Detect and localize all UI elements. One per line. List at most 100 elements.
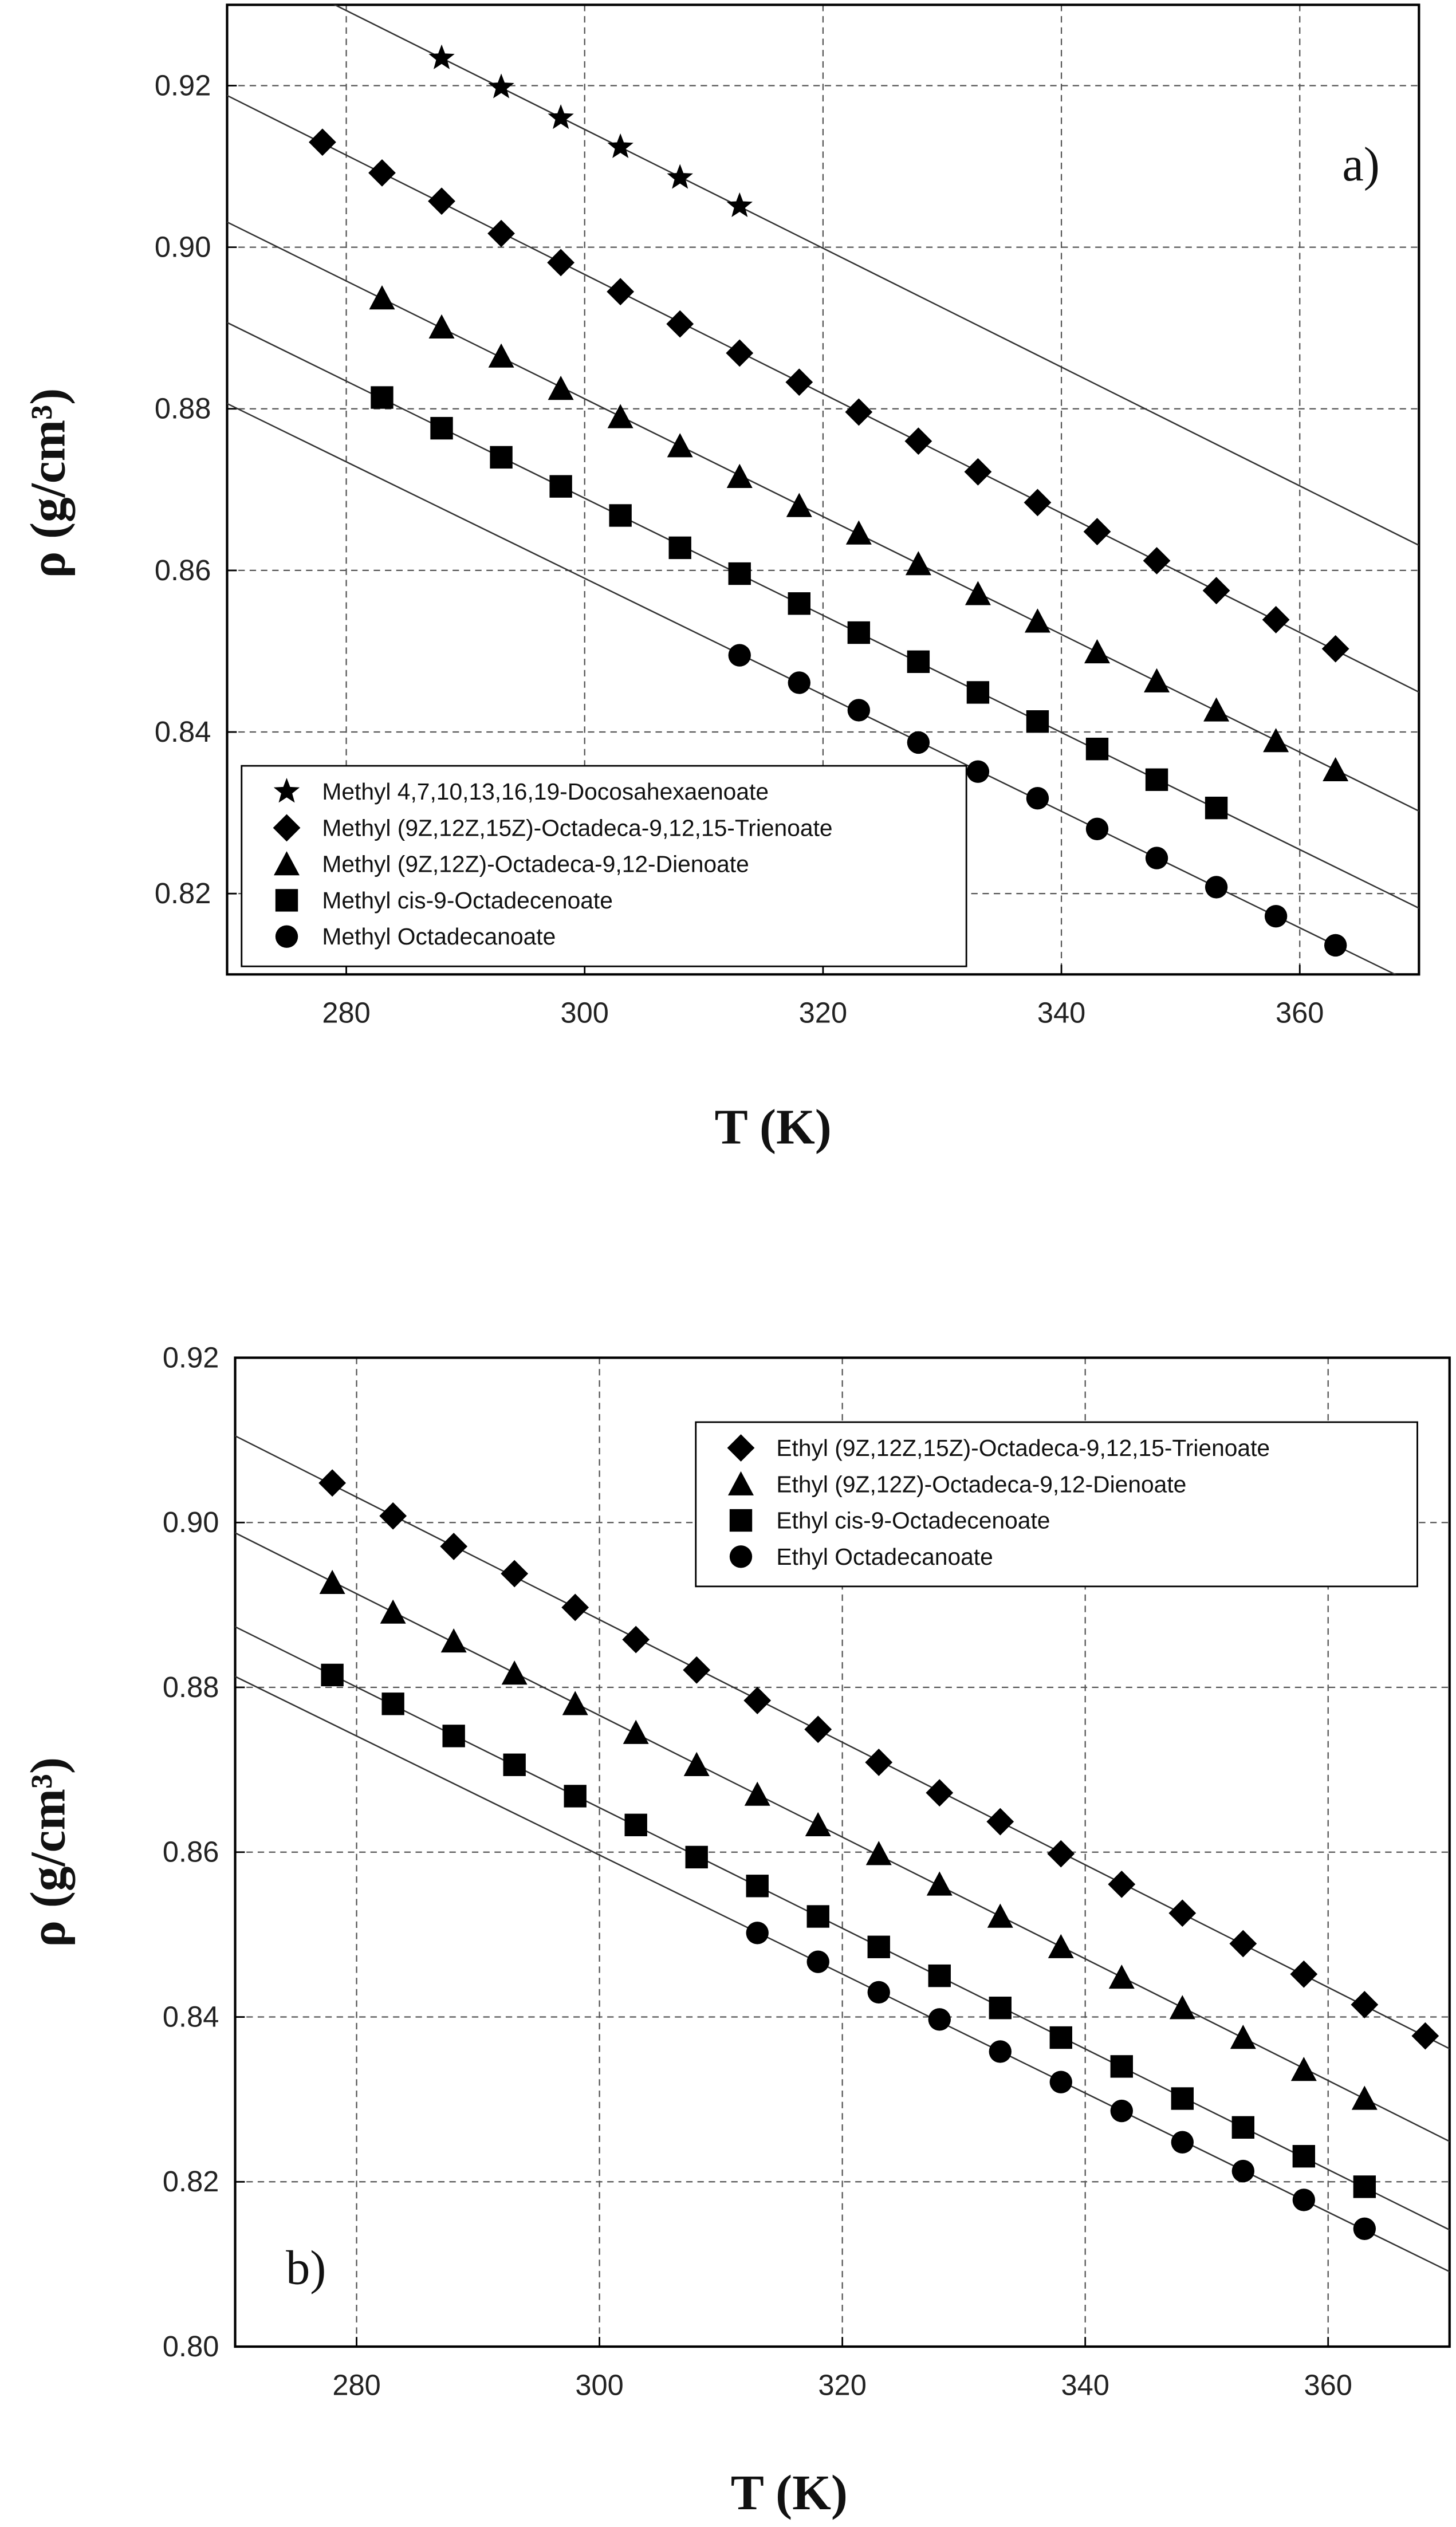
marker [1262, 606, 1290, 633]
marker [318, 1469, 347, 1497]
marker [1231, 2159, 1255, 2183]
marker [989, 1997, 1012, 2020]
x-axis-title: T (K) [731, 2465, 848, 2520]
marker [907, 650, 930, 674]
marker [487, 219, 515, 247]
marker [1026, 787, 1049, 810]
marker [926, 1779, 954, 1807]
marker [1144, 668, 1170, 692]
marker [685, 1845, 708, 1869]
marker [726, 192, 753, 218]
legend-marker [727, 1434, 755, 1462]
marker [428, 44, 455, 69]
marker [488, 343, 514, 368]
marker [1145, 847, 1168, 869]
marker [549, 475, 572, 498]
marker [309, 128, 336, 156]
marker [381, 1692, 404, 1715]
x-axis-title: T (K) [715, 1099, 832, 1155]
marker [744, 1781, 770, 1806]
y-tick-label: 0.90 [155, 231, 211, 263]
marker [867, 1935, 890, 1958]
y-tick-label: 0.86 [155, 554, 211, 587]
marker [624, 1813, 647, 1836]
marker [965, 581, 991, 605]
marker [746, 1922, 769, 1945]
x-tick-label: 360 [1276, 997, 1324, 1029]
legend-label: Ethyl cis-9-Octadecenoate [776, 1507, 1050, 1534]
marker [847, 699, 871, 722]
annotation: b) [286, 2241, 326, 2294]
marker [564, 1785, 587, 1808]
x-tick-label: 280 [332, 2368, 380, 2401]
marker [1108, 1870, 1136, 1898]
marker [428, 187, 455, 215]
x-tick-label: 360 [1304, 2368, 1352, 2401]
marker [728, 562, 751, 585]
marker [319, 1569, 345, 1594]
marker [1171, 2131, 1194, 2154]
marker [788, 671, 810, 694]
legend-marker [273, 778, 300, 803]
marker [547, 249, 575, 277]
marker [321, 1663, 344, 1687]
marker [1171, 2087, 1194, 2110]
y-axis-title: ρ (g/cm³) [19, 1757, 75, 1947]
marker [1290, 1960, 1318, 1988]
legend-label: Ethyl (9Z,12Z,15Z)-Octadeca-9,12,15-Trie… [776, 1435, 1270, 1461]
legend-box [695, 1421, 1418, 1588]
plot-frame [226, 3, 1420, 976]
marker [1353, 2217, 1376, 2240]
marker [986, 1808, 1014, 1836]
marker [1205, 796, 1228, 820]
marker [1024, 489, 1052, 517]
marker [1231, 2116, 1255, 2139]
marker [1203, 697, 1230, 722]
marker [907, 731, 930, 754]
marker [926, 1871, 953, 1896]
marker [788, 592, 810, 615]
marker [726, 463, 753, 488]
marker [1110, 2099, 1133, 2123]
marker [1229, 1930, 1257, 1958]
legend-label: Methyl cis-9-Octadecenoate [322, 887, 613, 914]
y-tick-label: 0.88 [163, 1671, 219, 1703]
marker [1202, 577, 1230, 605]
marker [1083, 518, 1111, 546]
y-tick-label: 0.84 [163, 2000, 219, 2033]
marker [904, 427, 932, 455]
marker [1143, 547, 1171, 574]
marker [1292, 2189, 1316, 2211]
marker [964, 458, 992, 486]
marker [1264, 904, 1288, 928]
marker [607, 404, 633, 428]
y-axis-title: ρ (g/cm³) [19, 388, 75, 578]
marker [865, 1841, 892, 1865]
marker [371, 386, 393, 409]
marker [667, 433, 693, 458]
marker [1205, 876, 1228, 899]
marker [785, 368, 813, 396]
marker [1026, 710, 1049, 733]
marker [867, 1981, 890, 2004]
marker [1047, 1840, 1075, 1868]
marker [609, 504, 632, 527]
x-tick-label: 340 [1061, 2368, 1109, 2401]
annotation: a) [1342, 138, 1380, 191]
marker [1049, 2026, 1072, 2049]
legend-label: Methyl (9Z,12Z,15Z)-Octadeca-9,12,15-Tri… [322, 814, 832, 841]
marker [1169, 1995, 1195, 2020]
marker [1324, 934, 1347, 957]
marker [622, 1625, 650, 1654]
marker [1085, 737, 1109, 761]
legend-label: Methyl 4,7,10,13,16,19-Docosahexaenoate [322, 778, 769, 805]
marker [1351, 2085, 1378, 2110]
x-tick-label: 300 [575, 2368, 623, 2401]
y-tick-label: 0.90 [163, 1506, 219, 1538]
marker [548, 104, 574, 129]
marker [666, 310, 694, 338]
y-tick-label: 0.82 [155, 877, 211, 910]
marker [1351, 1991, 1379, 2018]
marker [1085, 817, 1109, 841]
